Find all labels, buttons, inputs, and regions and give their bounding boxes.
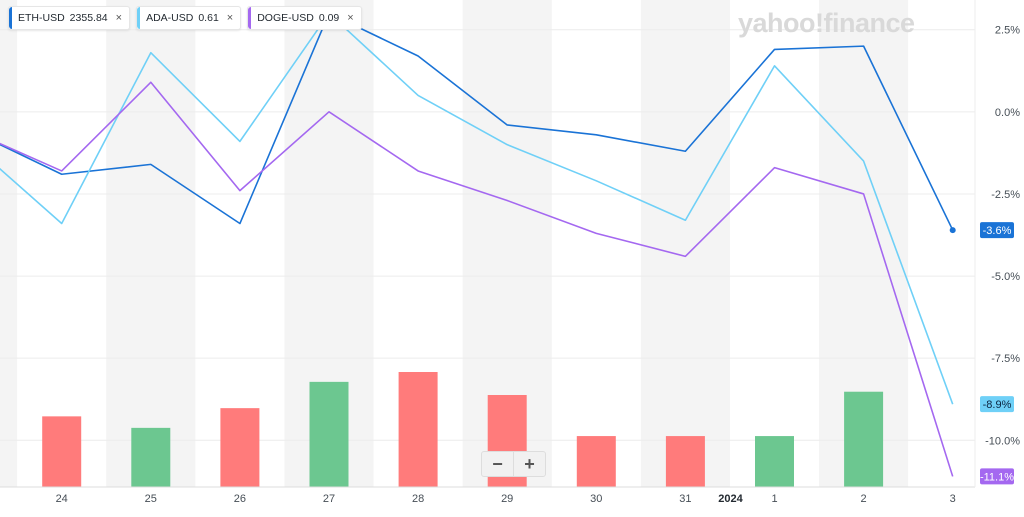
- x-tick-label: 30: [590, 493, 602, 505]
- legend-swatch: [248, 7, 252, 29]
- zoom-in-button[interactable]: +: [513, 452, 545, 476]
- x-tick-label: 27: [323, 493, 335, 505]
- zoom-controls: − +: [481, 451, 546, 477]
- volume-bar: [665, 436, 705, 487]
- x-axis: 24 25 26 27 28 29 30 31 1 2 3 2024: [0, 486, 975, 505]
- legend: ETH-USD 2355.84 × ADA-USD 0.61 × DOGE-US…: [8, 6, 362, 30]
- x-tick-label: 31: [679, 493, 691, 505]
- last-value-text: -8.9%: [983, 399, 1012, 411]
- last-point-marker: [949, 227, 956, 234]
- close-icon[interactable]: ×: [115, 12, 123, 24]
- legend-symbol: DOGE-USD: [257, 12, 314, 24]
- series-line-doge-usd: [0, 81, 954, 477]
- x-tick-label: 2: [861, 493, 867, 505]
- volume-bar: [755, 436, 794, 487]
- x-tick-label: 3: [950, 493, 956, 505]
- volume-bar: [220, 408, 260, 487]
- x-tick-label: 28: [412, 493, 424, 505]
- grid-band: [106, 0, 196, 487]
- grid-band: [640, 0, 730, 487]
- last-value-text: -3.6%: [983, 225, 1012, 237]
- y-tick-label: 0.0%: [995, 107, 1020, 119]
- zoom-out-button[interactable]: −: [492, 453, 503, 474]
- last-value-badge: [980, 468, 1014, 485]
- series-line-ada-usd: [0, 12, 954, 405]
- y-tick-label: -5.0%: [991, 271, 1020, 283]
- last-value-label-doge-usd: -11.1%: [980, 468, 1014, 485]
- volume-bar: [309, 381, 349, 487]
- close-icon[interactable]: ×: [226, 12, 234, 24]
- legend-value: 0.61: [198, 12, 219, 24]
- legend-swatch: [137, 7, 141, 29]
- x-tick-label: 25: [145, 493, 157, 505]
- x-tick-label: 29: [501, 493, 513, 505]
- grid-bands: [0, 0, 909, 487]
- x-tick-label: 1: [771, 493, 777, 505]
- legend-chip-ada[interactable]: ADA-USD 0.61 ×: [136, 6, 242, 30]
- series-line-eth-usd: [0, 12, 954, 231]
- volume-bar: [398, 372, 438, 487]
- last-value-label-eth-usd: -3.6%: [980, 222, 1014, 239]
- legend-swatch: [9, 7, 12, 29]
- legend-symbol: ADA-USD: [146, 12, 194, 24]
- y-axis: 2.5% 0.0% -2.5% -5.0% -7.5% -10.0%: [974, 0, 1020, 487]
- legend-symbol: ETH-USD: [18, 12, 65, 24]
- x-tick-label: 24: [56, 493, 68, 505]
- volume-bar: [42, 416, 82, 487]
- legend-value: 0.09: [318, 12, 340, 24]
- x-tick-label: 26: [234, 493, 246, 505]
- volume-bar: [131, 427, 171, 487]
- last-value-labels: -3.6% -8.9% -11.1%: [980, 222, 1014, 485]
- yahoo-finance-logo: yahoo!finance: [738, 8, 915, 38]
- last-value-badge: [980, 222, 1014, 239]
- last-value-badge: [980, 396, 1014, 413]
- last-value-text: -11.1%: [980, 471, 1014, 483]
- last-value-label-ada-usd: -8.9%: [980, 396, 1014, 413]
- y-tick-label: -10.0%: [985, 435, 1020, 447]
- close-icon[interactable]: ×: [347, 12, 354, 24]
- volume-bar: [576, 436, 616, 487]
- price-lines: [0, 12, 956, 477]
- y-tick-label: 2.5%: [995, 25, 1020, 37]
- horizontal-gridlines: [0, 29, 975, 441]
- y-tick-label: -7.5%: [991, 353, 1020, 365]
- legend-chip-doge[interactable]: DOGE-USD 0.09 ×: [247, 6, 362, 30]
- volume-bar: [844, 391, 884, 487]
- y-tick-label: -2.5%: [991, 189, 1020, 201]
- volume-bars: [42, 372, 884, 487]
- grid-band: [0, 0, 18, 487]
- legend-chip-eth[interactable]: ETH-USD 2355.84 ×: [8, 6, 131, 30]
- x-year-label: 2024: [718, 493, 743, 505]
- legend-value: 2355.84: [69, 12, 108, 24]
